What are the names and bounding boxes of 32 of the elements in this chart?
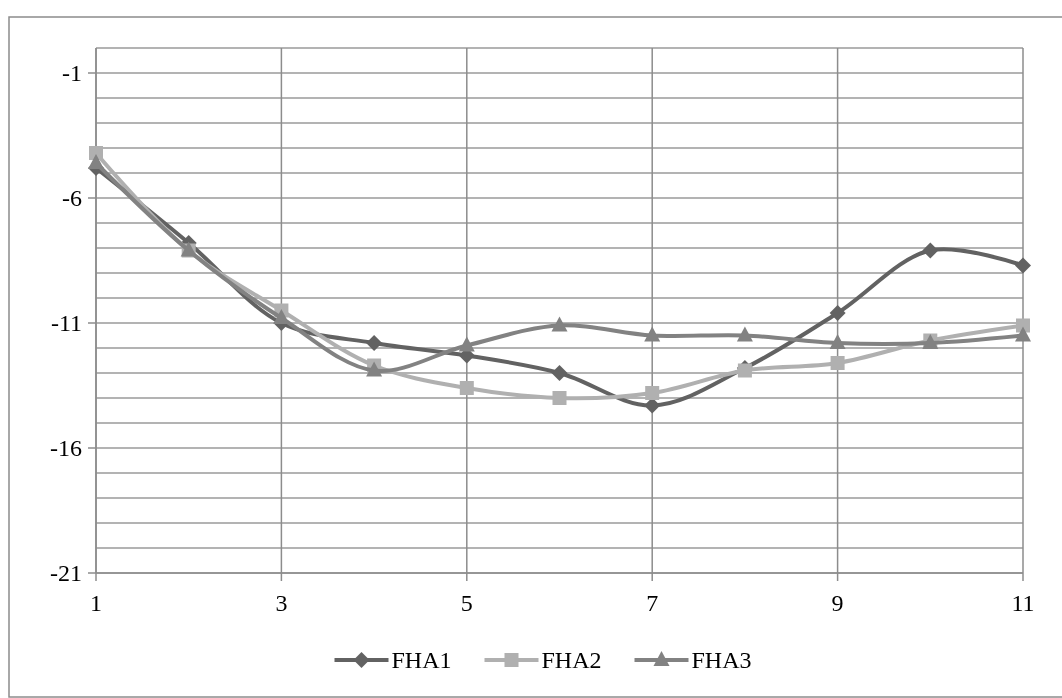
point	[458, 336, 475, 352]
y-tick-label: -16	[50, 435, 82, 462]
point	[366, 335, 383, 351]
point	[830, 356, 845, 370]
point	[366, 361, 383, 377]
x-tick-label: 3	[275, 590, 288, 616]
x-tick-label: 9	[831, 590, 844, 616]
x-tick-label: 7	[646, 590, 659, 616]
legend-label: FHA1	[391, 647, 452, 674]
point	[736, 326, 753, 342]
point	[552, 391, 567, 405]
point	[644, 326, 661, 342]
y-tick-label: -6	[62, 185, 82, 212]
point	[645, 386, 660, 400]
point	[1015, 257, 1031, 274]
legend-label: FHA3	[691, 647, 752, 674]
x-tick-label: 5	[460, 590, 473, 616]
legend-label: FHA2	[541, 647, 602, 674]
point	[1015, 326, 1031, 342]
y-tick-label: -21	[50, 560, 82, 587]
point	[459, 381, 474, 395]
point	[829, 334, 846, 349]
point	[88, 154, 104, 169]
point	[922, 242, 939, 259]
point	[829, 305, 846, 321]
point	[551, 316, 568, 332]
x-tick-label: 1	[90, 590, 102, 616]
y-tick-label: -11	[50, 310, 82, 337]
point	[551, 365, 568, 381]
point	[89, 146, 103, 160]
y-tick-label: -1	[62, 60, 82, 87]
x-tick-label: 11	[1011, 590, 1035, 616]
